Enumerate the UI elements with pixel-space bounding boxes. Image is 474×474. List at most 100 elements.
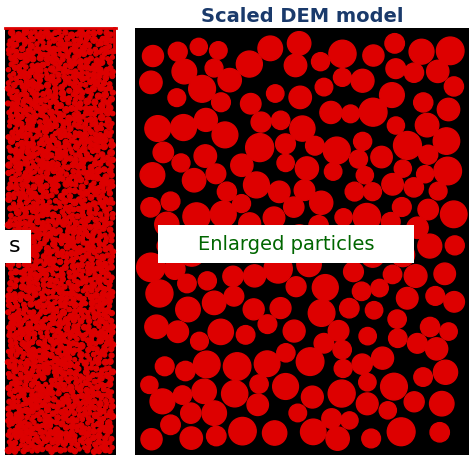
Circle shape bbox=[59, 150, 64, 155]
Circle shape bbox=[106, 420, 112, 426]
Circle shape bbox=[51, 272, 55, 276]
Circle shape bbox=[237, 51, 262, 77]
Circle shape bbox=[73, 158, 78, 164]
Circle shape bbox=[62, 160, 66, 164]
Circle shape bbox=[65, 252, 69, 255]
Circle shape bbox=[40, 74, 44, 78]
Circle shape bbox=[49, 302, 54, 307]
Circle shape bbox=[103, 428, 107, 433]
Circle shape bbox=[90, 337, 93, 341]
Circle shape bbox=[88, 73, 92, 77]
Circle shape bbox=[75, 248, 79, 252]
Circle shape bbox=[45, 149, 50, 155]
Circle shape bbox=[88, 106, 93, 112]
Circle shape bbox=[85, 338, 90, 343]
Circle shape bbox=[66, 379, 71, 383]
Circle shape bbox=[101, 98, 106, 103]
Circle shape bbox=[78, 388, 83, 393]
Circle shape bbox=[63, 365, 68, 370]
Circle shape bbox=[150, 389, 175, 414]
Circle shape bbox=[28, 43, 34, 49]
Circle shape bbox=[41, 153, 46, 158]
Circle shape bbox=[71, 420, 75, 424]
Circle shape bbox=[90, 402, 93, 407]
Circle shape bbox=[66, 356, 72, 361]
Circle shape bbox=[9, 213, 13, 218]
Circle shape bbox=[42, 128, 49, 135]
Circle shape bbox=[45, 171, 50, 176]
Circle shape bbox=[14, 234, 19, 240]
Circle shape bbox=[104, 272, 110, 278]
Circle shape bbox=[8, 330, 12, 334]
Circle shape bbox=[83, 106, 88, 111]
Circle shape bbox=[102, 287, 107, 292]
Circle shape bbox=[58, 204, 62, 209]
Circle shape bbox=[110, 212, 115, 216]
Circle shape bbox=[65, 36, 70, 41]
Circle shape bbox=[50, 228, 55, 233]
Circle shape bbox=[32, 66, 36, 71]
Circle shape bbox=[95, 391, 101, 397]
Circle shape bbox=[104, 315, 109, 320]
Circle shape bbox=[72, 188, 77, 193]
Circle shape bbox=[311, 53, 329, 71]
Circle shape bbox=[80, 71, 84, 75]
Circle shape bbox=[105, 413, 109, 418]
Circle shape bbox=[18, 298, 23, 302]
Circle shape bbox=[110, 201, 115, 205]
Circle shape bbox=[39, 98, 43, 102]
Circle shape bbox=[84, 58, 90, 64]
Circle shape bbox=[72, 83, 77, 89]
Circle shape bbox=[103, 75, 109, 81]
Circle shape bbox=[86, 399, 91, 403]
Circle shape bbox=[75, 163, 82, 169]
Circle shape bbox=[90, 122, 94, 127]
Circle shape bbox=[33, 30, 37, 34]
Circle shape bbox=[34, 135, 38, 139]
Circle shape bbox=[28, 444, 32, 448]
Circle shape bbox=[66, 236, 71, 240]
Circle shape bbox=[9, 176, 15, 182]
Circle shape bbox=[16, 130, 21, 136]
Circle shape bbox=[404, 63, 424, 82]
Circle shape bbox=[352, 354, 372, 374]
Circle shape bbox=[45, 203, 49, 208]
Circle shape bbox=[38, 245, 42, 249]
Circle shape bbox=[95, 155, 99, 159]
Circle shape bbox=[83, 64, 90, 70]
Circle shape bbox=[40, 62, 46, 68]
Circle shape bbox=[354, 132, 372, 150]
Circle shape bbox=[67, 221, 72, 225]
Circle shape bbox=[109, 353, 114, 358]
Circle shape bbox=[61, 221, 66, 227]
Circle shape bbox=[11, 363, 17, 368]
Circle shape bbox=[59, 421, 65, 427]
Circle shape bbox=[50, 257, 57, 264]
Circle shape bbox=[16, 400, 20, 403]
Circle shape bbox=[80, 137, 85, 143]
Circle shape bbox=[27, 189, 33, 195]
Circle shape bbox=[34, 73, 40, 79]
Circle shape bbox=[386, 59, 406, 79]
Circle shape bbox=[414, 93, 433, 112]
Circle shape bbox=[8, 206, 13, 211]
Circle shape bbox=[223, 266, 243, 286]
Circle shape bbox=[43, 268, 46, 272]
Circle shape bbox=[109, 425, 113, 429]
Circle shape bbox=[429, 392, 454, 416]
Circle shape bbox=[40, 85, 44, 89]
Circle shape bbox=[30, 285, 36, 292]
Circle shape bbox=[15, 81, 19, 85]
Circle shape bbox=[70, 163, 75, 168]
Circle shape bbox=[6, 135, 11, 139]
Circle shape bbox=[334, 69, 351, 86]
Circle shape bbox=[14, 147, 18, 152]
Circle shape bbox=[56, 73, 61, 78]
Circle shape bbox=[380, 82, 404, 108]
Circle shape bbox=[110, 69, 115, 74]
Circle shape bbox=[103, 321, 108, 326]
Circle shape bbox=[56, 78, 61, 82]
Circle shape bbox=[104, 30, 109, 35]
Circle shape bbox=[43, 108, 47, 112]
Circle shape bbox=[104, 393, 108, 397]
